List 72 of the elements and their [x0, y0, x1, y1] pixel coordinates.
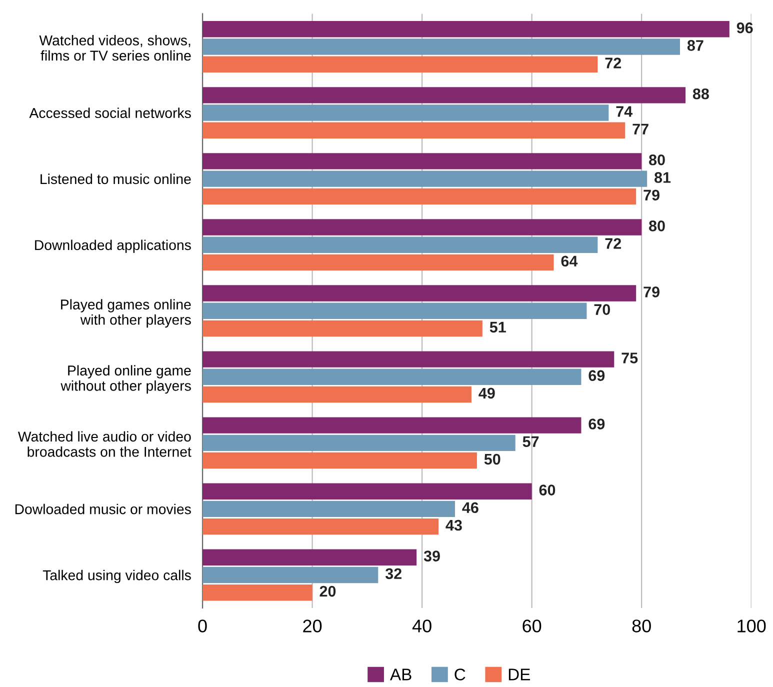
data-label: 49	[478, 388, 495, 399]
y-tick-label: Watched videos, shows, films or TV series online	[39, 35, 191, 61]
bar	[202, 219, 642, 236]
y-tick-label: Played games online with other players	[61, 299, 191, 328]
bar	[202, 368, 582, 385]
legend-label: AB	[390, 668, 412, 680]
bar	[202, 500, 455, 518]
legend-label: C	[454, 668, 466, 680]
x-tick-label: 20	[303, 620, 322, 632]
bar	[202, 386, 472, 403]
data-label: 72	[605, 238, 622, 249]
data-label: 57	[522, 436, 539, 448]
bar	[202, 122, 626, 138]
data-label: 20	[320, 586, 336, 597]
bar	[202, 351, 614, 368]
bar	[202, 170, 648, 187]
bar	[202, 38, 680, 55]
bar	[202, 104, 609, 121]
data-label: 39	[424, 550, 440, 562]
bar	[202, 21, 730, 38]
data-label: 50	[484, 454, 500, 465]
data-label: 69	[588, 370, 605, 381]
y-tick-label: Talked using video calls	[42, 570, 191, 584]
y-tick-label: Dowloaded music or movies	[15, 504, 191, 514]
data-label: 87	[687, 40, 704, 51]
data-label: 60	[539, 484, 556, 496]
bar	[202, 584, 312, 601]
y-tick-label: Watched live audio or video broadcasts on the Internet	[18, 431, 192, 457]
bar	[202, 87, 686, 104]
data-label: 43	[446, 520, 462, 531]
bar	[202, 434, 516, 452]
data-label: 69	[588, 418, 605, 430]
data-label: 77	[632, 124, 648, 134]
data-label: 74	[616, 106, 633, 117]
y-tick-label: Played online game without other players	[60, 365, 191, 394]
bar	[202, 254, 554, 271]
bar	[202, 452, 477, 469]
bar	[202, 518, 439, 535]
data-label: 79	[644, 190, 660, 201]
data-label: 32	[385, 568, 402, 580]
bar	[202, 236, 598, 253]
x-tick-label: 100	[738, 620, 766, 632]
data-label: 81	[654, 172, 671, 183]
bar	[202, 188, 636, 205]
y-tick-label: Accessed social networks	[29, 108, 191, 118]
bar	[202, 153, 642, 170]
data-label: 72	[605, 58, 622, 68]
bar	[202, 566, 378, 584]
data-label: 88	[692, 88, 709, 100]
bar	[202, 549, 417, 566]
bar	[202, 417, 582, 434]
bar	[202, 320, 482, 337]
x-tick-label: 40	[412, 620, 432, 632]
data-label: 96	[736, 22, 753, 34]
bar	[202, 285, 636, 302]
bar	[202, 302, 587, 319]
x-tick-label: 60	[522, 620, 542, 632]
y-tick-label: Downloaded applications	[35, 240, 191, 253]
y-tick-label: Listened to music online	[40, 174, 191, 184]
data-label: 70	[594, 304, 610, 315]
x-tick-label: 80	[632, 620, 651, 632]
data-label: 46	[462, 502, 478, 514]
bar	[202, 483, 532, 500]
data-label: 80	[649, 220, 665, 232]
data-label: 51	[490, 322, 506, 333]
data-label: 79	[644, 286, 660, 298]
bar	[202, 56, 598, 72]
legend-label: DE	[508, 668, 530, 680]
data-label: 64	[561, 256, 578, 267]
data-label: 75	[622, 352, 638, 364]
x-tick-label: 0	[198, 620, 207, 632]
data-label: 80	[649, 154, 665, 166]
